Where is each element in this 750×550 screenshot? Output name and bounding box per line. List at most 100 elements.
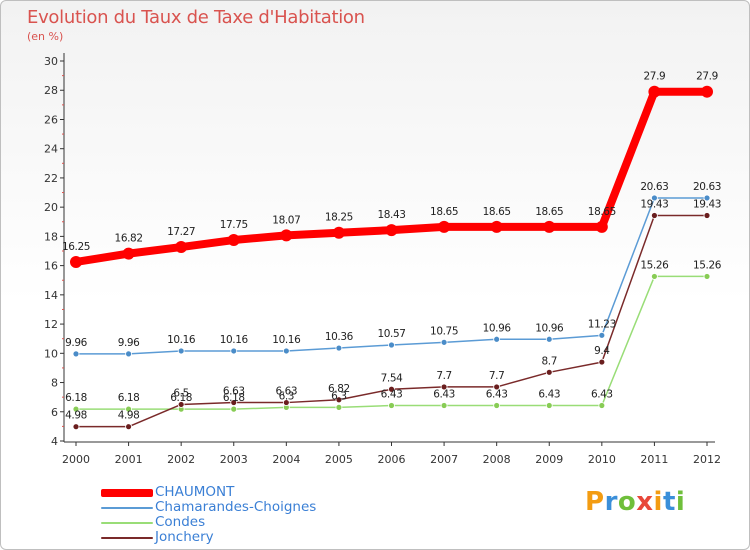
data-label: 18.43 xyxy=(377,209,405,221)
x-tick-label: 2002 xyxy=(167,453,195,466)
series-point-0 xyxy=(280,229,293,242)
series-point-1 xyxy=(545,335,553,343)
series-point-2 xyxy=(440,402,448,409)
x-tick-label: 2005 xyxy=(325,453,353,466)
y-tick-label: 10 xyxy=(44,347,58,360)
series-point-2 xyxy=(703,273,711,280)
series-point-2 xyxy=(335,403,343,411)
y-tick-label: 14 xyxy=(44,289,58,302)
y-tick-label: 12 xyxy=(44,318,58,331)
legend-label: Jonchery xyxy=(155,529,214,545)
x-tick-label: 2000 xyxy=(62,453,90,466)
data-label: 16.82 xyxy=(115,233,143,245)
data-label: 6.43 xyxy=(381,388,403,400)
data-label: 9.96 xyxy=(118,337,140,349)
series-point-2 xyxy=(125,405,132,413)
data-label: 7.54 xyxy=(381,372,403,384)
series-point-3 xyxy=(598,358,606,366)
x-tick-label: 2012 xyxy=(693,453,721,466)
data-label: 6.43 xyxy=(538,388,560,400)
legend-item: CHAUMONT xyxy=(101,485,316,500)
series-point-0 xyxy=(648,85,661,98)
data-label: 8.7 xyxy=(542,355,558,367)
data-label: 6.63 xyxy=(223,386,245,398)
series-point-1 xyxy=(598,331,606,339)
data-label: 15.26 xyxy=(640,259,669,271)
y-tick-label: 24 xyxy=(44,143,58,156)
x-tick-label: 2011 xyxy=(640,453,668,466)
data-label: 6.18 xyxy=(65,392,87,404)
series-point-3 xyxy=(703,212,711,219)
data-label: 19.43 xyxy=(640,198,668,210)
x-tick-label: 2007 xyxy=(430,453,458,466)
data-label: 20.63 xyxy=(693,181,721,193)
chart-legend: CHAUMONT Chamarandes-Choignes Condes Jonche… xyxy=(101,485,316,545)
legend-swatch xyxy=(101,536,153,539)
series-point-3 xyxy=(388,385,395,393)
series-point-1 xyxy=(177,347,185,355)
series-point-0 xyxy=(543,220,556,233)
series-point-2 xyxy=(230,405,238,413)
data-label: 6.63 xyxy=(275,386,297,398)
chart-unit-label: (en %) xyxy=(27,30,64,43)
data-label: 6.43 xyxy=(486,388,508,400)
data-label: 6.43 xyxy=(433,388,455,400)
series-point-3 xyxy=(230,399,238,406)
series-point-2 xyxy=(72,405,80,413)
legend-item: Chamarandes-Choignes xyxy=(101,500,316,515)
series-point-0 xyxy=(438,220,451,233)
legend-item: Jonchery xyxy=(101,530,316,545)
y-tick-label: 6 xyxy=(51,406,58,419)
series-point-1 xyxy=(335,344,343,352)
data-label: 6.5 xyxy=(173,387,189,399)
proxiti-logo: Proxiti xyxy=(585,487,686,517)
data-label: 4.98 xyxy=(65,410,87,422)
series-point-0 xyxy=(175,241,188,254)
x-tick-label: 2010 xyxy=(588,453,616,466)
data-label: 27.9 xyxy=(696,71,718,83)
series-point-0 xyxy=(227,234,240,247)
data-label: 6.18 xyxy=(223,392,245,404)
data-label: 9.4 xyxy=(594,345,610,357)
data-label: 10.16 xyxy=(167,334,196,346)
series-point-2 xyxy=(598,402,606,409)
series-point-2 xyxy=(493,402,501,409)
series-point-0 xyxy=(122,247,135,260)
y-tick-label: 22 xyxy=(44,172,58,185)
chart-title: Evolution du Taux de Taxe d'Habitation xyxy=(27,7,365,28)
series-point-1 xyxy=(493,335,501,343)
series-point-1 xyxy=(282,347,290,355)
data-label: 16.25 xyxy=(62,241,90,253)
series-point-3 xyxy=(177,401,185,408)
data-label: 10.57 xyxy=(377,328,405,340)
series-point-1 xyxy=(388,341,395,349)
x-tick-label: 2009 xyxy=(535,453,563,466)
series-point-1 xyxy=(651,194,658,202)
series-point-1 xyxy=(72,350,80,358)
series-point-2 xyxy=(388,402,395,409)
series-point-1 xyxy=(230,347,238,355)
data-label: 18.65 xyxy=(430,206,458,218)
data-label: 27.9 xyxy=(644,71,666,83)
legend-label: Condes xyxy=(155,514,206,530)
series-point-3 xyxy=(335,396,343,404)
data-label: 18.65 xyxy=(483,206,511,218)
data-label: 10.96 xyxy=(483,322,512,334)
series-point-3 xyxy=(493,383,501,391)
series-point-1 xyxy=(440,338,448,346)
y-tick-label: 20 xyxy=(44,201,58,214)
series-point-0 xyxy=(701,85,713,98)
data-label: 15.26 xyxy=(693,259,722,271)
series-point-3 xyxy=(72,423,80,431)
series-point-0 xyxy=(490,220,503,233)
data-label: 7.7 xyxy=(436,370,452,382)
series-point-1 xyxy=(703,194,711,202)
series-point-3 xyxy=(282,399,290,406)
series-point-1 xyxy=(125,350,132,358)
data-label: 11.23 xyxy=(588,318,616,330)
series-point-3 xyxy=(545,368,553,376)
data-label: 10.75 xyxy=(430,325,458,337)
legend-label: CHAUMONT xyxy=(155,484,235,500)
data-label: 7.7 xyxy=(489,370,505,382)
y-tick-label: 26 xyxy=(44,113,58,126)
